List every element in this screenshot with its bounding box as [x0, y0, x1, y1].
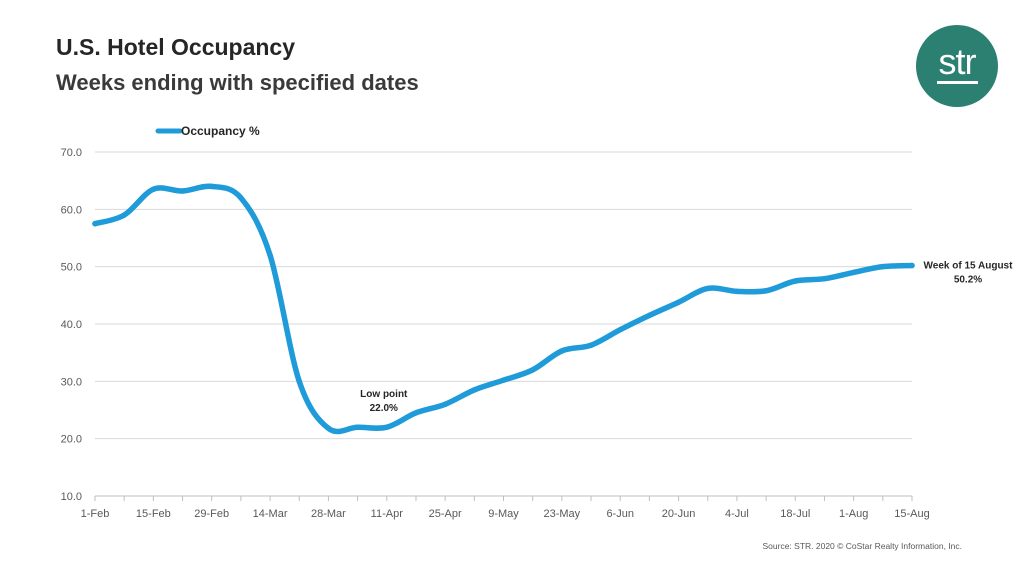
data-point — [267, 252, 273, 258]
data-point — [588, 342, 594, 348]
data-point — [150, 186, 157, 193]
data-point — [384, 424, 390, 430]
data-point — [238, 195, 244, 201]
data-point — [179, 188, 186, 194]
x-tick-label: 4-Jul — [725, 508, 749, 520]
x-tick-label: 14-Mar — [253, 508, 288, 520]
x-tick-label: 9-May — [488, 508, 519, 520]
series-line-occupancy — [92, 183, 915, 435]
data-point — [92, 220, 98, 227]
y-axis-tick-labels: 10.0 20.0 30.0 40.0 50.0 60.0 70.0 — [61, 147, 82, 503]
x-tick-label: 6-Jun — [606, 508, 634, 520]
data-point — [880, 263, 886, 270]
y-tick-label: 60.0 — [61, 204, 82, 216]
series-layer — [92, 183, 915, 435]
data-point — [208, 183, 215, 190]
data-point — [442, 401, 448, 408]
x-tick-label: 28-Mar — [311, 508, 346, 520]
data-point — [325, 425, 332, 432]
data-point — [354, 424, 361, 430]
y-tick-label: 30.0 — [61, 376, 82, 388]
chart-title: U.S. Hotel Occupancy — [56, 34, 296, 60]
y-tick-label: 50.0 — [61, 262, 82, 274]
str-logo-text: str — [936, 41, 978, 84]
data-point — [529, 367, 536, 373]
x-tick-label: 18-Jul — [780, 508, 810, 520]
x-tick-label: 29-Feb — [194, 508, 229, 520]
annotation-low-point-label: Low point — [360, 389, 408, 400]
x-tick-label: 25-Apr — [429, 508, 462, 520]
data-point — [792, 278, 799, 284]
data-point — [734, 288, 740, 295]
chart-subtitle: Weeks ending with specified dates — [56, 70, 419, 95]
legend: Occupancy % — [155, 124, 260, 138]
x-tick-label: 15-Aug — [894, 508, 929, 520]
data-point — [413, 410, 419, 416]
y-tick-label: 10.0 — [61, 491, 82, 503]
legend-label: Occupancy % — [181, 124, 260, 138]
grid-lines — [95, 151, 912, 440]
data-point — [500, 377, 507, 383]
annotation-latest-week-value: 50.2% — [954, 275, 982, 286]
x-tick-label: 1-Feb — [81, 508, 110, 520]
data-point — [763, 287, 769, 294]
x-tick-label: 1-Aug — [839, 508, 868, 520]
annotations: Low point 22.0% Week of 15 August 50.2% — [360, 261, 1013, 415]
str-logo: str — [916, 25, 998, 107]
data-point — [646, 312, 653, 319]
x-tick-label: 20-Jun — [662, 508, 696, 520]
annotation-latest-week-label: Week of 15 August — [924, 261, 1014, 272]
x-axis: 1-Feb 15-Feb 29-Feb 14-Mar 28-Mar 11-Apr 25-Ap… — [81, 495, 930, 520]
data-point — [705, 285, 711, 292]
y-tick-label: 20.0 — [61, 434, 82, 446]
x-tick-label: 15-Feb — [136, 508, 171, 520]
data-point — [121, 212, 127, 218]
x-tick-label: 11-Apr — [371, 508, 404, 520]
data-point — [675, 299, 682, 305]
annotation-low-point-value: 22.0% — [370, 403, 398, 414]
data-point — [471, 387, 478, 393]
y-tick-label: 40.0 — [61, 319, 82, 331]
x-tick-label: 23-May — [544, 508, 581, 520]
data-point — [559, 348, 565, 354]
data-point — [909, 262, 915, 269]
data-point — [296, 378, 302, 385]
data-point — [821, 275, 828, 282]
data-point — [617, 326, 623, 333]
y-tick-label: 70.0 — [61, 147, 82, 159]
data-point — [850, 269, 857, 276]
source-note: Source: STR. 2020 © CoStar Realty Inform… — [762, 541, 963, 551]
